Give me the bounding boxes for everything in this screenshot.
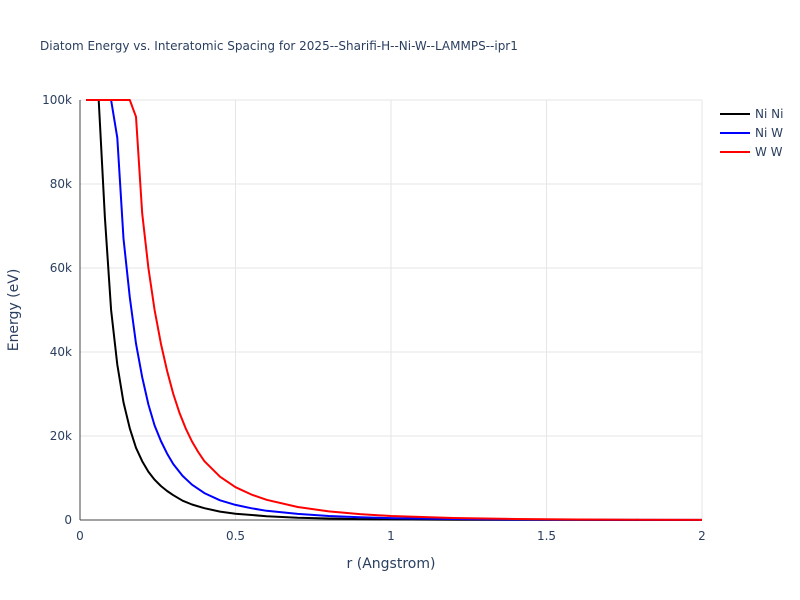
legend-item[interactable]: Ni Ni — [720, 107, 783, 121]
x-tick-label: 0.5 — [226, 529, 245, 543]
legend-label: Ni W — [755, 126, 783, 140]
x-axis-title: r (Angstrom) — [347, 556, 436, 572]
legend-item[interactable]: W W — [720, 145, 783, 159]
y-tick-label: 0 — [64, 513, 72, 527]
legend-item[interactable]: Ni W — [720, 126, 783, 140]
series-line-ni-w[interactable] — [86, 99, 702, 521]
y-tick-labels: 0 20k 40k 60k 80k 100k — [42, 93, 72, 527]
chart-title: Diatom Energy vs. Interatomic Spacing fo… — [40, 39, 518, 53]
y-tick-label: 60k — [50, 261, 72, 275]
series-line-w-w[interactable] — [86, 99, 702, 521]
y-tick-label: 40k — [50, 345, 72, 359]
x-tick-labels: 0 0.5 1 1.5 2 — [76, 529, 706, 543]
legend-label: W W — [755, 145, 783, 159]
y-tick-label: 100k — [42, 93, 72, 107]
y-axis-title: Energy (eV) — [6, 269, 22, 352]
y-tick-label: 20k — [50, 429, 72, 443]
grid-layer — [80, 99, 703, 520]
x-tick-label: 0 — [76, 529, 84, 543]
legend-label: Ni Ni — [755, 107, 783, 121]
y-tick-label: 80k — [50, 177, 72, 191]
x-tick-label: 1.5 — [537, 529, 556, 543]
series-line-ni-ni[interactable] — [86, 99, 702, 521]
x-tick-label: 2 — [698, 529, 706, 543]
legend[interactable]: Ni Ni Ni W W W — [720, 107, 783, 159]
plot-area — [86, 99, 702, 521]
x-tick-label: 1 — [387, 529, 395, 543]
